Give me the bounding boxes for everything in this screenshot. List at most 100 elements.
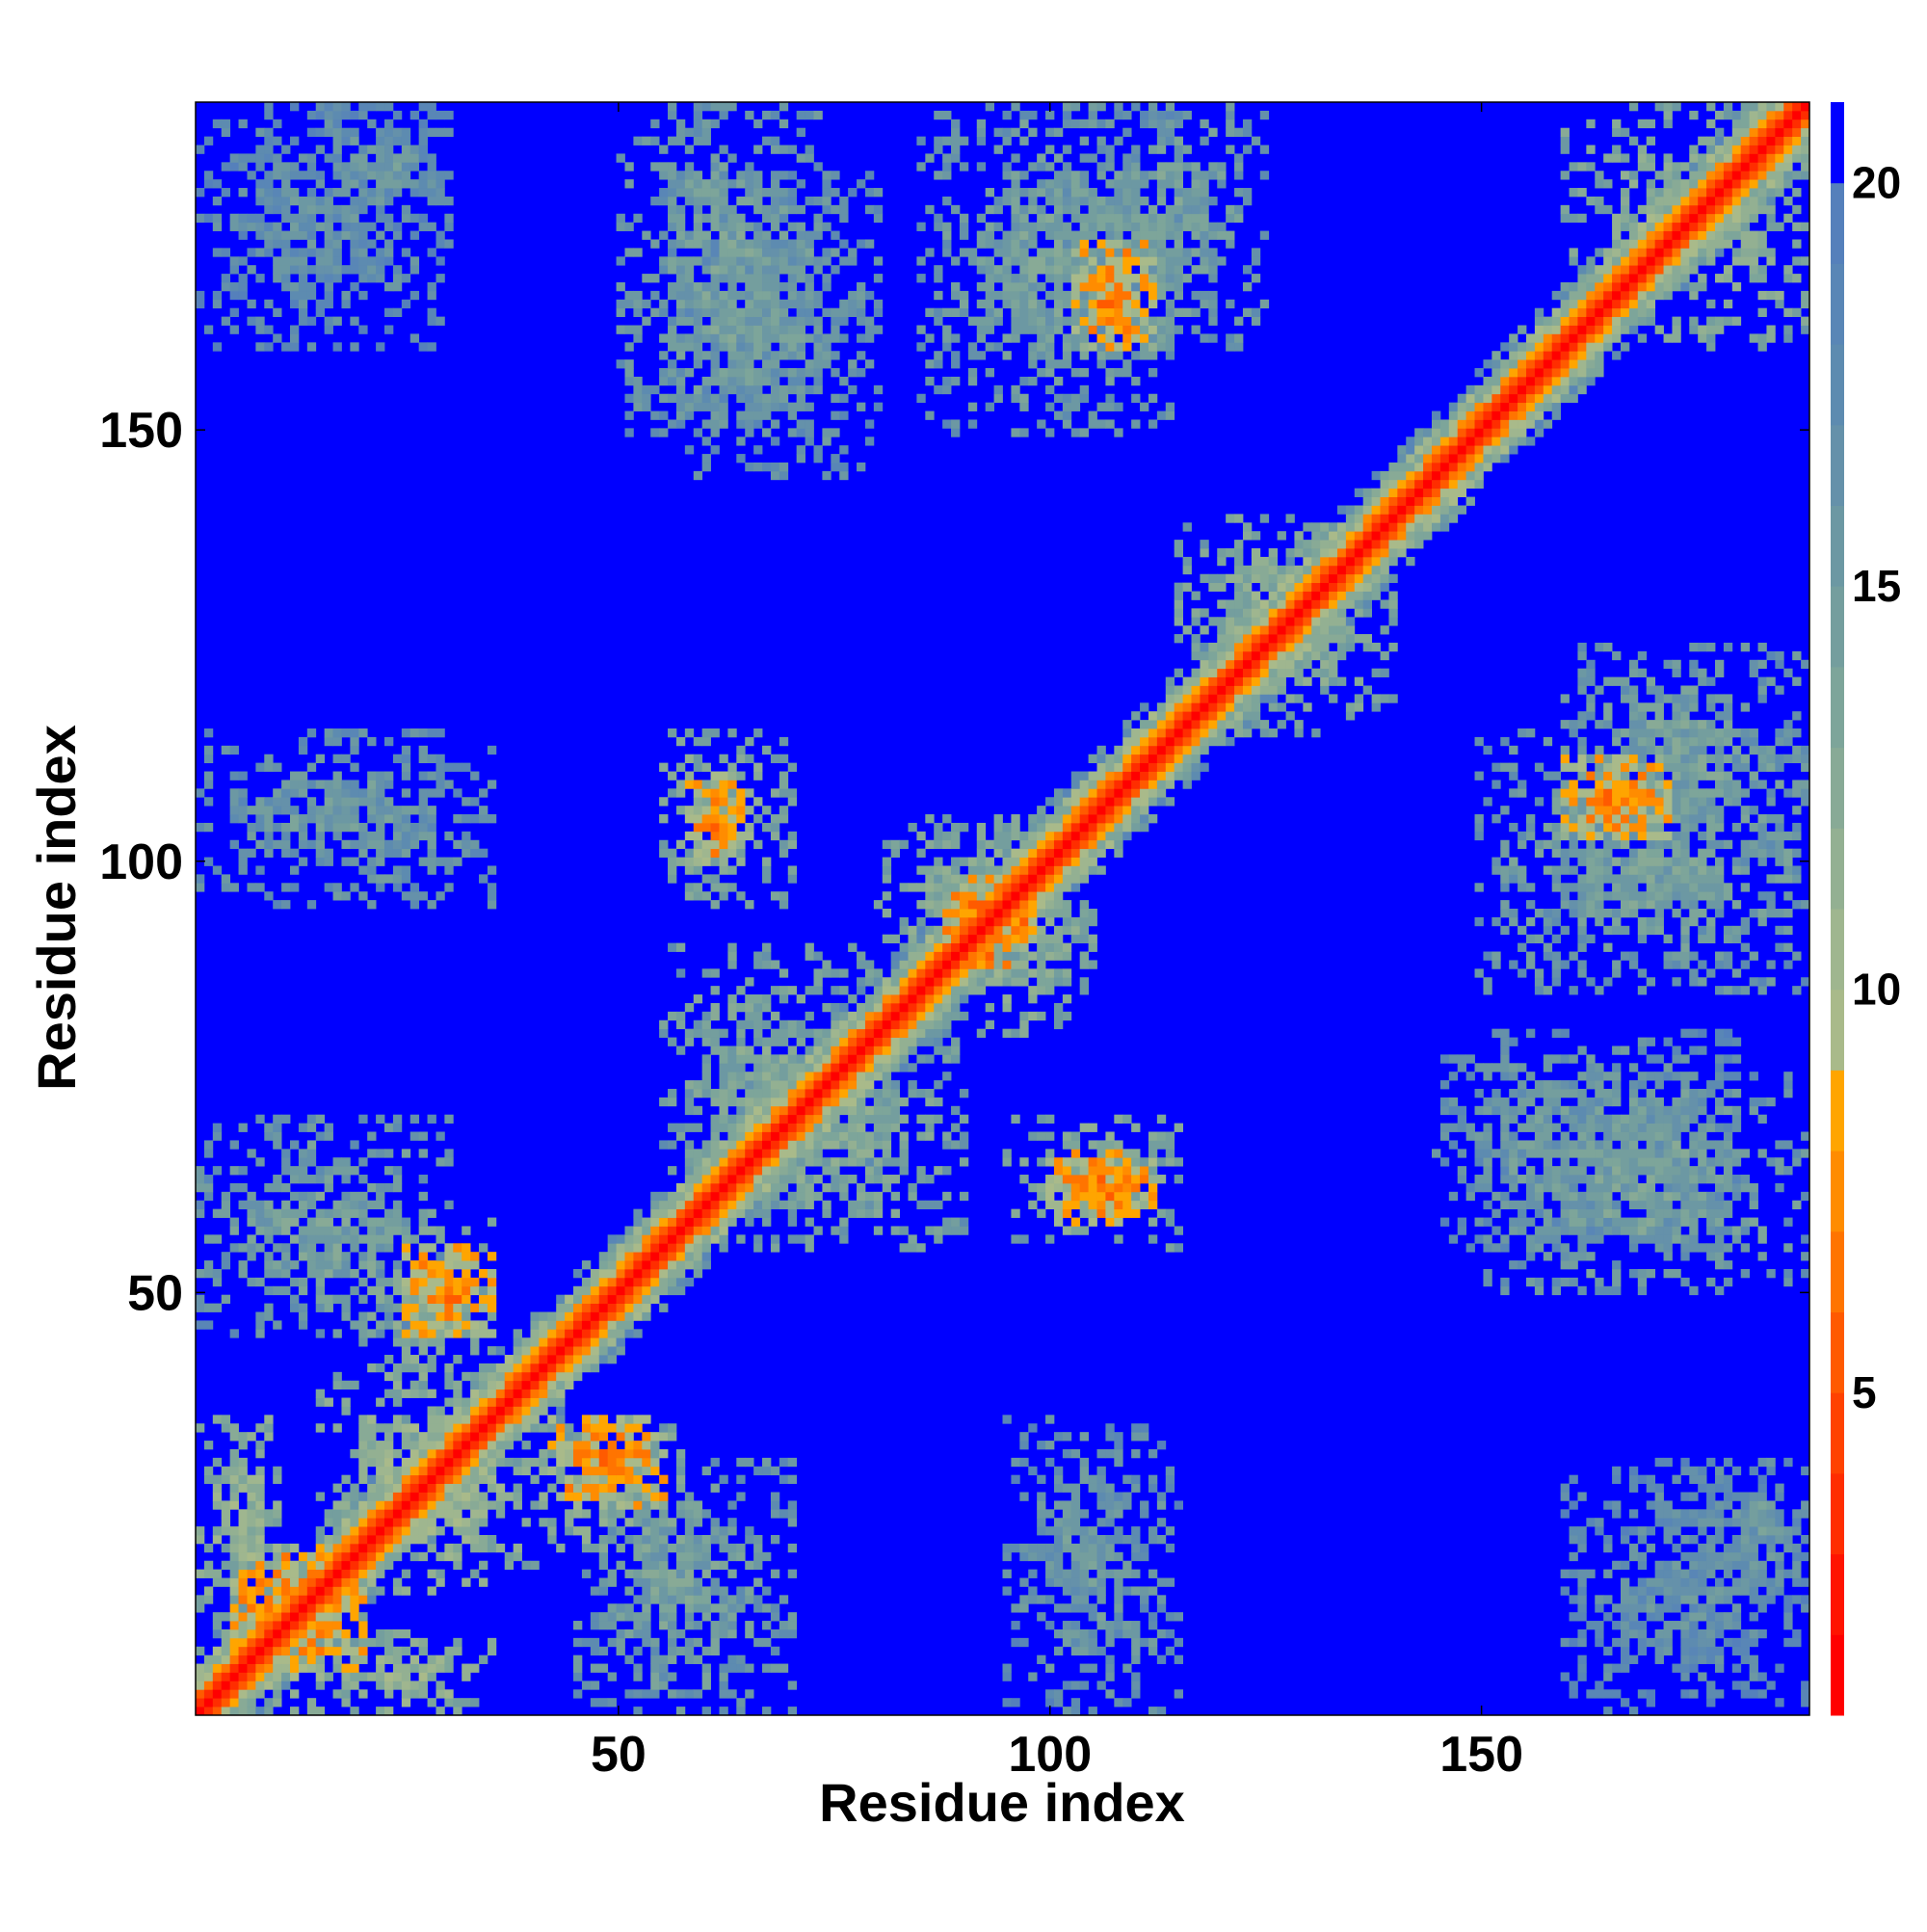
heatmap-cell xyxy=(264,110,274,120)
heatmap-cell xyxy=(985,325,994,334)
heatmap-cell xyxy=(418,1551,428,1562)
heatmap-cell xyxy=(212,1569,223,1578)
heatmap-cell xyxy=(701,462,711,472)
heatmap-cell xyxy=(770,325,780,334)
heatmap-cell xyxy=(462,1423,471,1433)
heatmap-cell xyxy=(993,848,1003,858)
heatmap-cell xyxy=(796,307,805,317)
heatmap-cell xyxy=(229,1646,239,1656)
heatmap-cell xyxy=(753,1200,763,1210)
heatmap-cell xyxy=(899,839,909,850)
heatmap-cell xyxy=(196,290,205,301)
heatmap-cell xyxy=(324,1268,333,1279)
heatmap-cell xyxy=(770,359,780,369)
heatmap-cell xyxy=(598,1457,609,1468)
heatmap-cell xyxy=(306,1226,317,1235)
heatmap-cell xyxy=(290,265,300,275)
heatmap-cell xyxy=(350,1208,359,1218)
heatmap-cell xyxy=(762,857,772,866)
heatmap-cell xyxy=(684,848,695,858)
heatmap-cell xyxy=(315,1654,326,1664)
heatmap-cell xyxy=(273,1518,282,1527)
heatmap-cell xyxy=(616,1646,625,1656)
heatmap-cell xyxy=(384,1432,394,1442)
heatmap-cell xyxy=(675,188,686,198)
heatmap-cell xyxy=(247,1560,256,1571)
heatmap-cell xyxy=(306,290,317,301)
heatmap-cell xyxy=(976,891,987,901)
heatmap-cell xyxy=(873,213,884,224)
heatmap-cell xyxy=(857,1114,866,1124)
heatmap-cell xyxy=(770,1191,780,1202)
heatmap-cell xyxy=(787,839,798,850)
heatmap-cell xyxy=(1002,290,1012,301)
heatmap-cell xyxy=(470,1483,480,1493)
heatmap-cell xyxy=(727,883,737,892)
heatmap-cell xyxy=(710,1518,720,1527)
heatmap-cell xyxy=(675,1500,686,1510)
heatmap-cell xyxy=(487,1268,497,1279)
heatmap-cell xyxy=(659,839,669,850)
heatmap-cell xyxy=(951,1045,961,1055)
heatmap-cell xyxy=(281,204,291,215)
heatmap-cell xyxy=(315,1492,326,1501)
heatmap-cell xyxy=(684,1191,695,1202)
heatmap-cell xyxy=(556,1303,566,1312)
heatmap-cell xyxy=(959,900,969,910)
heatmap-cell xyxy=(573,1509,583,1519)
heatmap-cell xyxy=(264,179,274,189)
heatmap-cell xyxy=(521,1355,531,1364)
heatmap-cell xyxy=(710,316,720,326)
heatmap-cell xyxy=(212,1131,223,1141)
heatmap-cell xyxy=(495,1492,506,1501)
heatmap-cell xyxy=(315,145,326,154)
heatmap-cell xyxy=(306,1698,317,1707)
heatmap-cell xyxy=(539,1355,548,1364)
heatmap-cell xyxy=(864,171,875,180)
heatmap-cell xyxy=(624,1569,634,1578)
heatmap-cell xyxy=(813,110,823,120)
heatmap-cell xyxy=(212,299,223,309)
heatmap-cell xyxy=(659,1260,669,1270)
heatmap-cell xyxy=(281,1681,291,1690)
heatmap-cell xyxy=(1037,1191,1046,1202)
heatmap-cell xyxy=(247,1149,256,1158)
heatmap-cell xyxy=(745,1217,754,1227)
heatmap-cell xyxy=(805,1105,814,1116)
heatmap-cell xyxy=(710,1200,720,1210)
heatmap-cell xyxy=(633,1448,643,1459)
heatmap-cell xyxy=(556,1329,566,1338)
heatmap-cell xyxy=(444,883,454,892)
heatmap-cell xyxy=(264,1612,274,1622)
heatmap-cell xyxy=(951,977,961,987)
heatmap-cell xyxy=(779,204,789,215)
heatmap-cell xyxy=(762,248,772,257)
heatmap-cell xyxy=(196,1320,205,1330)
heatmap-cell xyxy=(659,1595,669,1604)
heatmap-cell xyxy=(805,1028,814,1038)
heatmap-cell xyxy=(985,290,994,301)
heatmap-cell xyxy=(882,1097,892,1107)
heatmap-cell xyxy=(993,925,1003,936)
heatmap-cell xyxy=(745,1200,754,1210)
heatmap-cell xyxy=(427,1406,436,1416)
heatmap-cell xyxy=(934,1234,943,1244)
heatmap-cell xyxy=(805,1140,814,1150)
heatmap-cell xyxy=(581,1466,592,1476)
heatmap-cell xyxy=(976,119,987,129)
heatmap-cell xyxy=(864,316,875,326)
heatmap-cell xyxy=(736,1063,746,1072)
heatmap-cell xyxy=(376,196,385,206)
heatmap-cell xyxy=(384,1509,394,1519)
heatmap-cell xyxy=(831,1123,840,1132)
heatmap-cell xyxy=(753,839,763,850)
heatmap-cell xyxy=(315,848,326,858)
heatmap-cell xyxy=(762,239,772,249)
heatmap-cell xyxy=(1028,204,1038,215)
heatmap-cell xyxy=(727,351,737,360)
heatmap-cell xyxy=(350,1586,359,1596)
heatmap-cell xyxy=(418,1492,428,1501)
heatmap-cell xyxy=(341,728,351,738)
heatmap-cell xyxy=(367,1569,377,1578)
heatmap-cell xyxy=(1037,325,1046,334)
